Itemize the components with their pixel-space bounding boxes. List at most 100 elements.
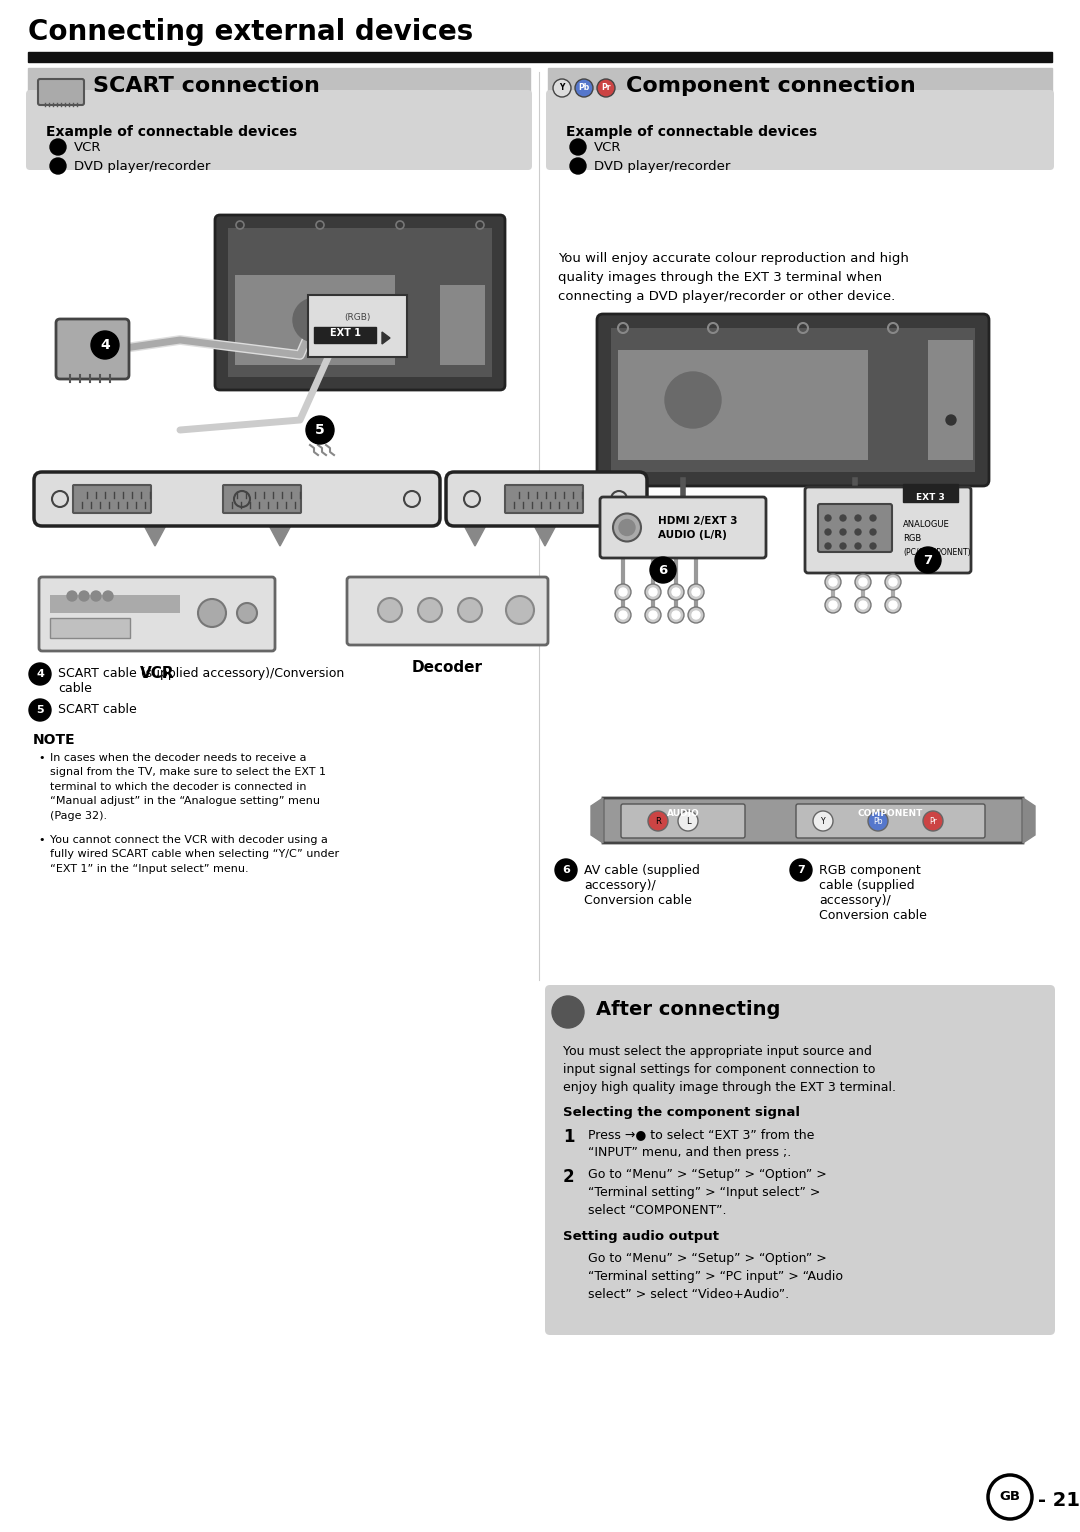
FancyBboxPatch shape xyxy=(603,798,1023,843)
Text: You must select the appropriate input source and: You must select the appropriate input so… xyxy=(563,1045,872,1059)
Text: RGB component
cable (supplied
accessory)/
Conversion cable: RGB component cable (supplied accessory)… xyxy=(819,864,927,922)
Circle shape xyxy=(91,591,102,601)
Text: “EXT 1” in the “Input select” menu.: “EXT 1” in the “Input select” menu. xyxy=(50,864,248,873)
Text: •: • xyxy=(38,754,44,763)
Circle shape xyxy=(50,158,66,175)
Circle shape xyxy=(672,588,680,596)
Text: 7: 7 xyxy=(797,866,805,875)
FancyBboxPatch shape xyxy=(600,496,766,558)
Text: enjoy high quality image through the EXT 3 terminal.: enjoy high quality image through the EXT… xyxy=(563,1082,896,1094)
Text: ANALOGUE: ANALOGUE xyxy=(903,519,949,529)
Circle shape xyxy=(870,529,876,535)
Text: input signal settings for component connection to: input signal settings for component conn… xyxy=(563,1063,876,1075)
Circle shape xyxy=(198,599,226,627)
Text: terminal to which the decoder is connected in: terminal to which the decoder is connect… xyxy=(50,781,307,792)
Text: Go to “Menu” > “Setup” > “Option” >: Go to “Menu” > “Setup” > “Option” > xyxy=(588,1252,827,1265)
Circle shape xyxy=(825,515,831,521)
Circle shape xyxy=(67,591,77,601)
Circle shape xyxy=(855,515,861,521)
Bar xyxy=(903,484,958,502)
Text: “Terminal setting” > “PC input” > “Audio: “Terminal setting” > “PC input” > “Audio xyxy=(588,1270,843,1282)
FancyBboxPatch shape xyxy=(805,487,971,573)
Text: RGB: RGB xyxy=(903,535,921,542)
FancyBboxPatch shape xyxy=(505,486,583,513)
Text: signal from the TV, make sure to select the EXT 1: signal from the TV, make sure to select … xyxy=(50,768,326,777)
FancyBboxPatch shape xyxy=(215,214,505,391)
Text: Y: Y xyxy=(821,817,825,826)
Circle shape xyxy=(91,331,119,358)
Circle shape xyxy=(859,601,867,610)
FancyBboxPatch shape xyxy=(39,578,275,651)
Text: (RGB): (RGB) xyxy=(343,313,370,322)
Polygon shape xyxy=(140,518,170,545)
Circle shape xyxy=(825,542,831,548)
Text: 4: 4 xyxy=(100,339,110,352)
Circle shape xyxy=(650,558,676,584)
Polygon shape xyxy=(460,518,490,545)
Text: SCART connection: SCART connection xyxy=(93,77,320,97)
Text: Example of connectable devices: Example of connectable devices xyxy=(46,126,297,139)
Bar xyxy=(28,52,1052,61)
Circle shape xyxy=(50,139,66,155)
Circle shape xyxy=(648,810,669,830)
Text: 2: 2 xyxy=(563,1167,575,1186)
Text: fully wired SCART cable when selecting “Y/C” under: fully wired SCART cable when selecting “… xyxy=(50,849,339,859)
Text: select “COMPONENT”.: select “COMPONENT”. xyxy=(588,1204,727,1216)
Circle shape xyxy=(665,372,721,427)
Text: 5: 5 xyxy=(315,423,325,437)
FancyBboxPatch shape xyxy=(618,349,868,460)
FancyBboxPatch shape xyxy=(50,617,130,637)
Text: “INPUT” menu, and then press ;.: “INPUT” menu, and then press ;. xyxy=(588,1146,792,1160)
FancyBboxPatch shape xyxy=(73,486,151,513)
FancyBboxPatch shape xyxy=(818,504,892,552)
Circle shape xyxy=(870,542,876,548)
Circle shape xyxy=(840,515,846,521)
Circle shape xyxy=(840,542,846,548)
FancyBboxPatch shape xyxy=(446,472,647,525)
Text: SCART cable: SCART cable xyxy=(58,703,137,715)
Circle shape xyxy=(555,859,577,881)
Text: Setting audio output: Setting audio output xyxy=(563,1230,719,1242)
Text: Component connection: Component connection xyxy=(626,77,916,97)
Circle shape xyxy=(103,591,113,601)
Circle shape xyxy=(669,607,684,624)
FancyBboxPatch shape xyxy=(597,314,989,486)
Text: GB: GB xyxy=(999,1491,1021,1503)
Circle shape xyxy=(813,810,833,830)
Text: select” > select “Video+Audio”.: select” > select “Video+Audio”. xyxy=(588,1288,789,1301)
Circle shape xyxy=(619,588,627,596)
Circle shape xyxy=(855,529,861,535)
FancyBboxPatch shape xyxy=(38,80,84,106)
Text: VCR: VCR xyxy=(75,141,102,155)
Text: “Terminal setting” > “Input select” >: “Terminal setting” > “Input select” > xyxy=(588,1186,821,1200)
Circle shape xyxy=(829,601,837,610)
Circle shape xyxy=(570,158,586,175)
Text: Pb: Pb xyxy=(579,84,590,92)
Circle shape xyxy=(825,574,841,590)
Circle shape xyxy=(553,80,571,97)
Circle shape xyxy=(829,578,837,587)
Circle shape xyxy=(613,513,642,541)
Text: After connecting: After connecting xyxy=(596,1000,781,1019)
Text: 6: 6 xyxy=(562,866,570,875)
Text: Y: Y xyxy=(559,84,565,92)
Circle shape xyxy=(552,996,584,1028)
Circle shape xyxy=(29,663,51,685)
Bar xyxy=(548,67,1052,107)
Text: Selecting the component signal: Selecting the component signal xyxy=(563,1106,800,1118)
Circle shape xyxy=(649,588,657,596)
Text: Go to “Menu” > “Setup” > “Option” >: Go to “Menu” > “Setup” > “Option” > xyxy=(588,1167,827,1181)
Text: 5: 5 xyxy=(37,705,44,715)
Circle shape xyxy=(840,529,846,535)
FancyBboxPatch shape xyxy=(56,319,129,378)
Polygon shape xyxy=(265,518,295,545)
Circle shape xyxy=(692,588,700,596)
Text: Connecting external devices: Connecting external devices xyxy=(28,18,473,46)
FancyBboxPatch shape xyxy=(611,328,975,472)
Circle shape xyxy=(378,597,402,622)
Circle shape xyxy=(293,299,337,342)
Polygon shape xyxy=(382,332,390,345)
Circle shape xyxy=(885,574,901,590)
Circle shape xyxy=(855,574,870,590)
Text: 1: 1 xyxy=(563,1128,575,1146)
